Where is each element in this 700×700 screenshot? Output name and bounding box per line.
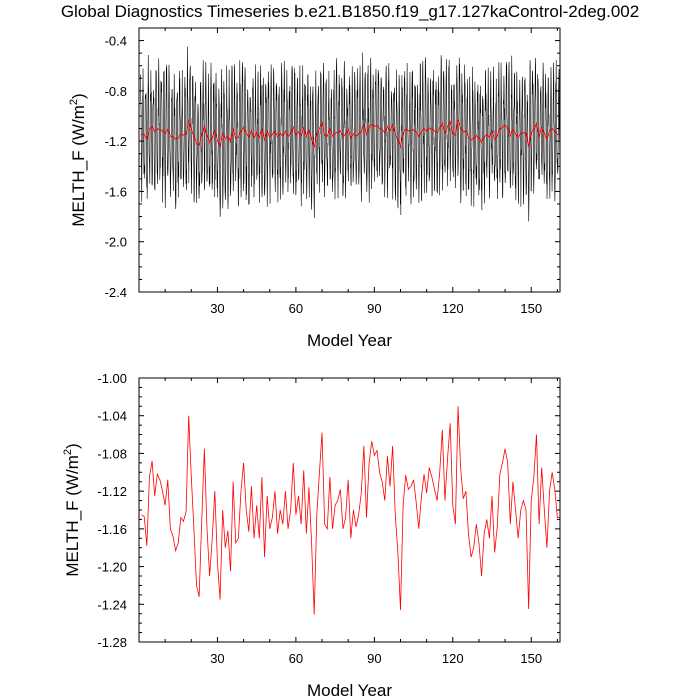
- bottom-xlabel: Model Year: [307, 681, 392, 700]
- bottom-ylabel-sup: 2: [62, 449, 74, 455]
- top-monthly-series-line: [140, 46, 560, 222]
- bottom-ytick-label: -1.04: [97, 409, 127, 424]
- top-panel: 30 60 90 120 150 -2.4 -2.0 -1.6 -1.2 -0.8 -0.4 Mod…: [68, 27, 561, 350]
- bottom-ytick-label: -1.24: [97, 597, 127, 612]
- bottom-ytick-label: -1.20: [97, 560, 127, 575]
- bottom-ylabel-close: ): [63, 443, 82, 449]
- bottom-ytick-label: -1.00: [97, 371, 127, 386]
- bottom-ytick-label: -1.12: [97, 484, 127, 499]
- top-xtick-label: 60: [289, 301, 303, 316]
- top-xlabel: Model Year: [307, 331, 392, 350]
- bottom-xtick-label: 120: [442, 651, 464, 666]
- bottom-ytick-label: -1.08: [97, 446, 127, 461]
- top-ticks-layer: 30 60 90 120 150 -2.4 -2.0 -1.6 -1.2 -0.8 -0.4: [105, 28, 560, 316]
- top-xtick-label: 150: [520, 301, 542, 316]
- bottom-ytick-label: -1.16: [97, 522, 127, 537]
- top-ytick-label: -1.2: [105, 134, 127, 149]
- bottom-xtick-label: 60: [289, 651, 303, 666]
- top-xtick-label: 90: [367, 301, 381, 316]
- bottom-panel: 30 60 90 120 150 -1.28 -1.24 -1.20 -1.16 -1.12 -1.…: [62, 371, 561, 700]
- bottom-xtick-label: 150: [520, 651, 542, 666]
- top-annual-series-line: [141, 119, 560, 149]
- top-ytick-label: -2.4: [105, 285, 127, 300]
- top-ytick-label: -0.4: [105, 34, 127, 49]
- top-ytick-label: -0.8: [105, 84, 127, 99]
- top-ylabel: MELTH_F (W/m2): [68, 93, 88, 226]
- bottom-ytick-label: -1.28: [97, 635, 127, 650]
- top-series-layer: [140, 46, 560, 222]
- bottom-xtick-label: 90: [367, 651, 381, 666]
- top-ytick-label: -1.6: [105, 184, 127, 199]
- bottom-ylabel: MELTH_F (W/m2): [62, 443, 82, 576]
- top-xtick-label: 30: [210, 301, 224, 316]
- bottom-series-layer: [141, 406, 560, 615]
- top-ylabel-base: MELTH_F (W/m: [69, 105, 88, 227]
- page-title: Global Diagnostics Timeseries b.e21.B185…: [60, 2, 640, 21]
- top-ylabel-sup: 2: [68, 99, 80, 105]
- bottom-ticks-layer: 30 60 90 120 150 -1.28 -1.24 -1.20 -1.16 -1.12 -1.…: [97, 371, 560, 666]
- bottom-ylabel-base: MELTH_F (W/m: [63, 455, 82, 577]
- top-xtick-label: 120: [442, 301, 464, 316]
- top-ylabel-close: ): [69, 93, 88, 99]
- top-plot-frame: [138, 27, 561, 293]
- bottom-annual-series-line: [141, 406, 560, 615]
- bottom-xtick-label: 30: [210, 651, 224, 666]
- top-ytick-label: -2.0: [105, 235, 127, 250]
